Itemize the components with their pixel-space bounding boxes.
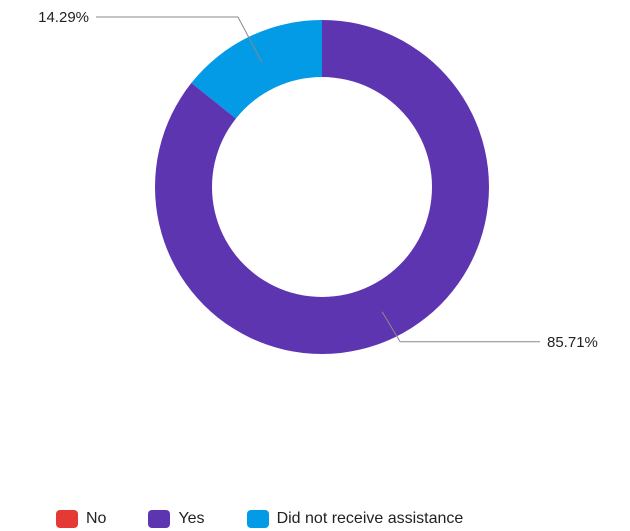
data-label-yes: 85.71% — [547, 334, 598, 351]
slice-yes[interactable] — [154, 20, 490, 354]
legend-swatch-no — [56, 510, 78, 528]
data-label-did-not-receive-assistance: 14.29% — [38, 9, 89, 26]
legend-swatch-yes — [148, 510, 171, 528]
donut-chart: 85.71% 14.29% — [38, 9, 598, 354]
legend-label-yes: Yes — [178, 510, 205, 527]
legend-swatch-did-not-receive — [246, 510, 269, 528]
legend-label-did-not-receive: Did not receive assistance — [276, 510, 464, 527]
legend-item-did-not-receive[interactable]: Did not receive assistance — [246, 510, 464, 528]
chart-legend: No Yes Did not receive assistance — [56, 510, 463, 528]
legend-label-no: No — [86, 510, 107, 527]
leader-line-yes — [381, 311, 540, 343]
legend-item-yes[interactable]: Yes — [148, 510, 205, 528]
leader-line-did-not-receive-assistance — [96, 16, 263, 63]
legend-item-no[interactable]: No — [56, 510, 106, 528]
slice-did-not-receive-assistance[interactable] — [191, 20, 322, 119]
